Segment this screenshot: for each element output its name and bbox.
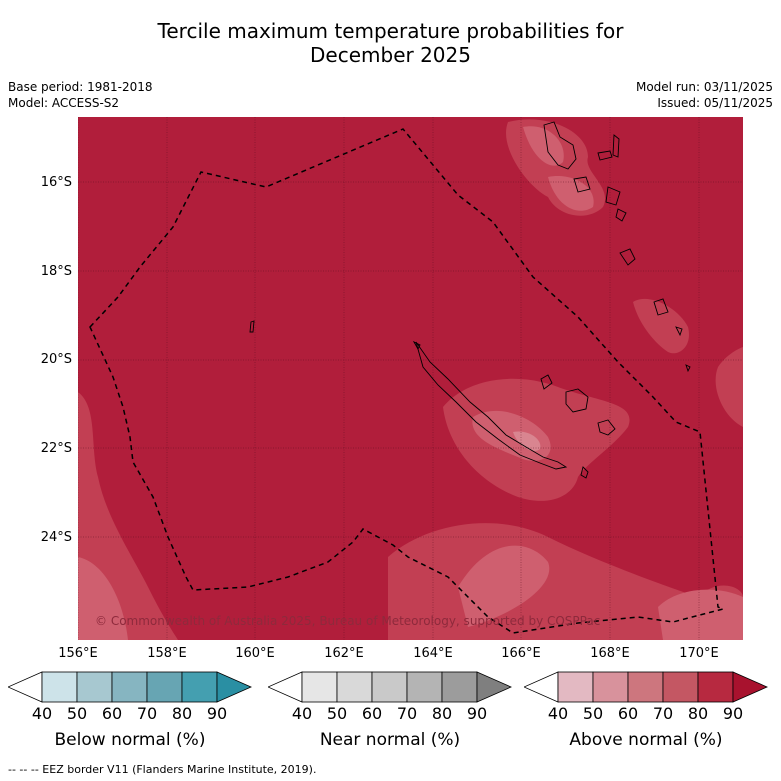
prob-patch-vanuatu-inner-2	[548, 176, 594, 211]
metadata-left: Base period: 1981-2018 Model: ACCESS-S2	[8, 79, 153, 111]
colorbar-near-normal-segment-40-50	[301, 671, 338, 703]
tick-label: 60	[361, 704, 383, 723]
espiritu-santo-outline	[543, 121, 577, 170]
colorbar-near-normal-label: Near normal (%)	[319, 730, 461, 750]
colorbar-below-normal-segment-80-90	[181, 671, 218, 703]
lon-label-156e: 156°E	[58, 646, 98, 661]
colorbar-near-normal-segment-60-70	[371, 671, 408, 703]
tanna-outline	[653, 298, 669, 316]
colorbar-near-normal-segment-80-90	[441, 671, 478, 703]
colorbar-near-normal	[268, 671, 512, 703]
eez-legend-footer: -- -- -- EEZ border V11 (Flanders Marine…	[8, 763, 317, 776]
tick-label: 80	[687, 704, 709, 723]
map-title: Tercile maximum temperature probabilitie…	[0, 19, 781, 67]
colorbar-below-normal-segment-60-70	[111, 671, 148, 703]
lon-label-164e: 164°E	[413, 646, 453, 661]
tick-label: 50	[326, 704, 348, 723]
lon-label-170e: 170°E	[679, 646, 719, 661]
base-period: Base period: 1981-2018	[8, 80, 153, 94]
model-name: Model: ACCESS-S2	[8, 96, 120, 110]
lat-label-20s: 20°S	[40, 352, 72, 367]
tick-label: 90	[206, 704, 228, 723]
lat-label-18s: 18°S	[40, 264, 72, 279]
lon-label-160e: 160°E	[235, 646, 275, 661]
tick-label: 60	[101, 704, 123, 723]
chesterfield-islands-outline	[249, 320, 255, 333]
colorbar-above-normal-label: Above normal (%)	[569, 730, 723, 750]
belep-islands-outline	[412, 340, 421, 350]
prob-patch-south-inner	[458, 545, 550, 627]
graticule	[78, 117, 743, 640]
tick-label: 70	[396, 704, 418, 723]
colorbar-near-normal-segment-50-60	[336, 671, 373, 703]
lon-label-158e: 158°E	[147, 646, 187, 661]
tick-label: 90	[722, 704, 744, 723]
tick-label: 80	[171, 704, 193, 723]
colorbar-below-normal	[8, 671, 252, 703]
title-line-2: December 2025	[310, 43, 471, 67]
issued-date: Issued: 05/11/2025	[657, 96, 773, 110]
tick-label: 90	[466, 704, 488, 723]
new-caledonia-outline	[415, 341, 568, 470]
metadata-right: Model run: 03/11/2025 Issued: 05/11/2025	[636, 79, 773, 111]
colorbar-below-normal-low-cap	[8, 671, 43, 703]
colorbar-above-normal-segment-50-60	[592, 671, 629, 703]
colorbar-below-normal-high-cap	[216, 671, 252, 703]
colorbar-below-normal-segment-50-60	[76, 671, 113, 703]
efate-outline	[615, 208, 627, 222]
prob-patch-new-caledonia-core	[513, 431, 541, 452]
tick-label: 70	[136, 704, 158, 723]
copyright-notice: © Commonwealth of Australia 2025, Bureau…	[95, 614, 601, 628]
prob-patch-southwest-inner	[78, 557, 128, 640]
pentecost-outline	[612, 134, 620, 158]
erromango-outline	[619, 248, 636, 266]
isle-of-pines-outline	[580, 466, 589, 479]
colorbar-below-normal-label: Below normal (%)	[54, 730, 206, 750]
colorbar-below-normal-segment-40-50	[41, 671, 78, 703]
colorbar-above-normal	[524, 671, 768, 703]
lat-label-22s: 22°S	[40, 441, 72, 456]
mare-outline	[597, 419, 616, 436]
tick-label: 80	[431, 704, 453, 723]
ouvea-outline	[540, 374, 553, 390]
coastlines	[249, 121, 691, 479]
model-run: Model run: 03/11/2025	[635, 80, 773, 94]
colorbar-above-normal-segment-40-50	[557, 671, 594, 703]
epi-outline	[605, 186, 621, 206]
lon-label-162e: 162°E	[324, 646, 364, 661]
prob-patch-loyalty-east	[633, 298, 689, 354]
colorbar-above-normal-low-cap	[524, 671, 559, 703]
lat-label-16s: 16°S	[40, 175, 72, 190]
colorbar-above-normal-segment-70-80	[662, 671, 699, 703]
lifou-outline	[565, 388, 589, 413]
matthew-island-outline	[685, 364, 691, 373]
tick-label: 40	[31, 704, 53, 723]
tick-label: 40	[291, 704, 313, 723]
lat-label-24s: 24°S	[40, 530, 72, 545]
tick-label: 40	[547, 704, 569, 723]
maewo-outline	[597, 150, 613, 161]
colorbar-above-normal-high-cap	[732, 671, 768, 703]
prob-patch-east-edge	[715, 347, 743, 427]
lon-label-168e: 168°E	[590, 646, 630, 661]
lon-label-166e: 166°E	[501, 646, 541, 661]
colorbar-below-normal-segment-70-80	[146, 671, 183, 703]
colorbar-near-normal-low-cap	[268, 671, 303, 703]
aneityum-outline	[675, 326, 683, 337]
eez-border-line	[89, 128, 726, 634]
colorbar-above-normal-segment-60-70	[627, 671, 664, 703]
tick-label: 50	[582, 704, 604, 723]
colorbar-above-normal-segment-80-90	[697, 671, 734, 703]
prob-patch-vanuatu-inner	[523, 126, 564, 166]
tick-label: 60	[617, 704, 639, 723]
colorbar-near-normal-high-cap	[476, 671, 512, 703]
colorbar-near-normal-segment-70-80	[406, 671, 443, 703]
probability-map	[78, 117, 743, 640]
tick-label: 50	[66, 704, 88, 723]
tick-label: 70	[652, 704, 674, 723]
title-line-1: Tercile maximum temperature probabilitie…	[157, 19, 624, 43]
malakula-outline	[573, 176, 591, 193]
